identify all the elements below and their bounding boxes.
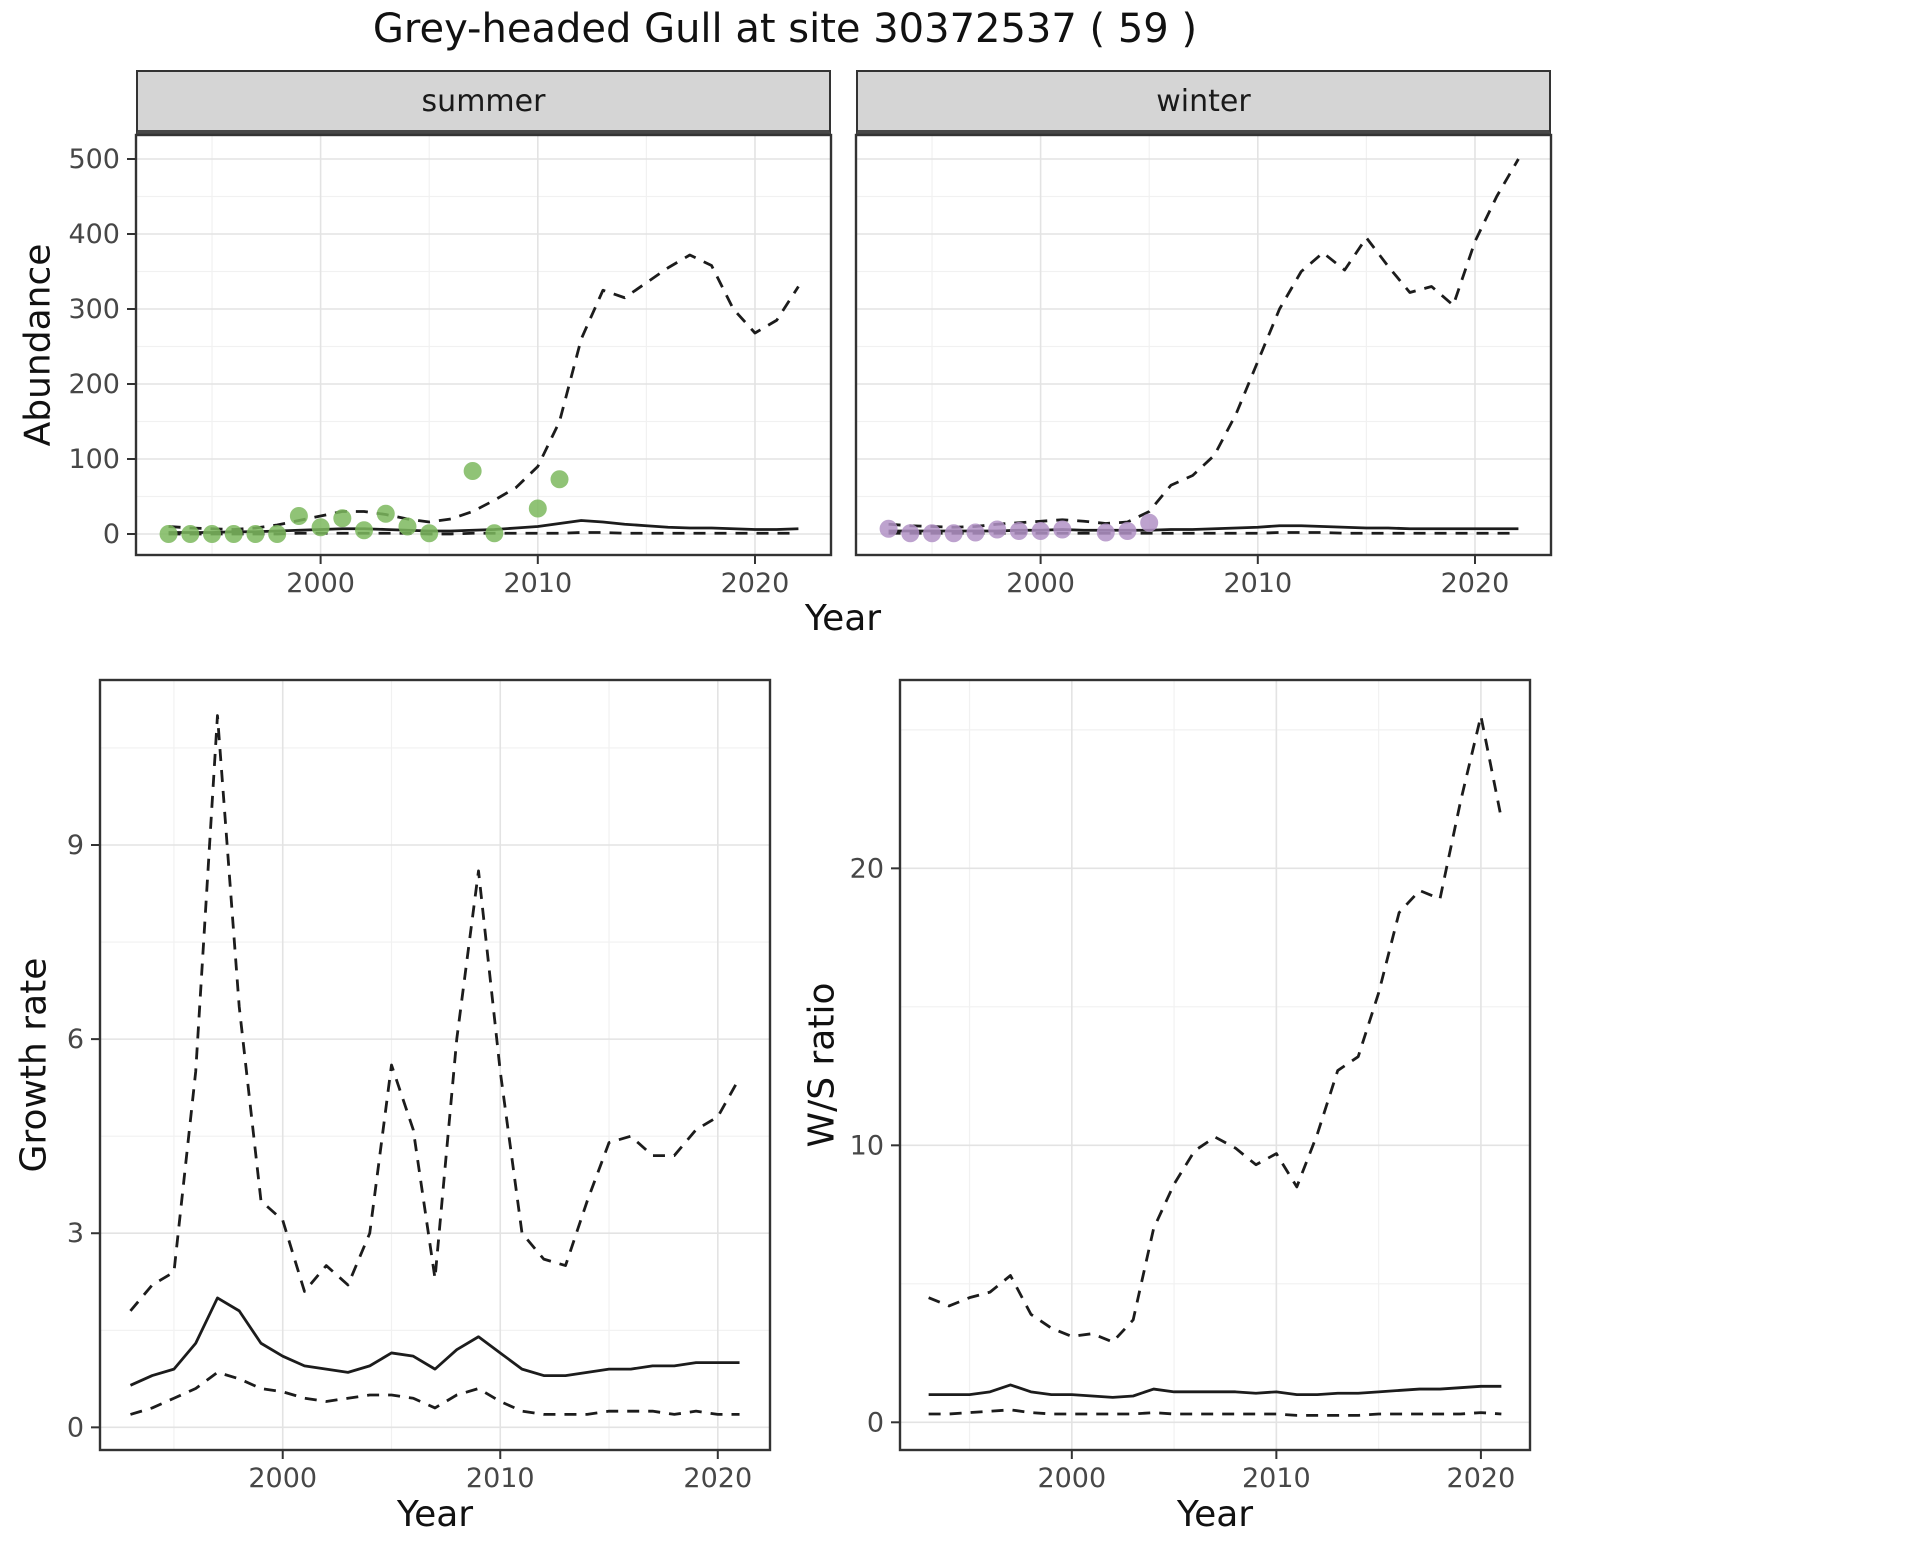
x-tick-label: 2000 xyxy=(248,1463,317,1494)
y-axis-title-abundance: Abundance xyxy=(17,243,59,447)
data-point xyxy=(355,521,374,540)
y-tick-label: 9 xyxy=(67,830,84,861)
series-lower_ci xyxy=(928,1408,1502,1417)
abundance-winter-panel: 2000 2010 2020 xyxy=(854,133,1553,599)
y-tick-label: 6 xyxy=(67,1024,84,1055)
series-upper_ci xyxy=(129,714,741,1312)
x-tick-label: 2020 xyxy=(1447,1463,1516,1494)
y-tick-label: 0 xyxy=(103,519,120,550)
data-point xyxy=(1031,522,1050,540)
growth-rate-panel: 2000 2010 2020 0 3 6 9 xyxy=(67,678,772,1494)
data-point xyxy=(420,524,439,543)
data-point xyxy=(1140,513,1159,532)
data-point xyxy=(333,509,352,528)
data-point xyxy=(398,517,417,536)
data-point xyxy=(1053,520,1072,539)
data-point xyxy=(246,525,265,543)
y-tick-label: 10 xyxy=(850,1130,884,1161)
data-point xyxy=(463,462,482,480)
data-point xyxy=(485,524,504,543)
x-tick-label: 2010 xyxy=(466,1463,535,1494)
x-axis-title-ws-ratio: Year xyxy=(1176,1494,1254,1535)
facet-strip-label-summer: summer xyxy=(421,83,546,119)
series-upper_ci xyxy=(928,714,1503,1344)
x-tick-label: 2000 xyxy=(1037,1463,1106,1494)
y-tick-label: 500 xyxy=(68,144,120,175)
facet-strip-winter: winter xyxy=(856,70,1551,135)
chart-canvas-abundance-summer: 2000 2010 2020 0 100 200 300 400 500 xyxy=(68,133,833,599)
chart-canvas-ws-ratio: 2000 2010 2020 0 10 20 xyxy=(850,678,1532,1494)
data-point xyxy=(879,519,898,538)
data-point xyxy=(376,504,395,523)
series-median xyxy=(129,1296,740,1387)
data-point xyxy=(988,520,1007,539)
data-point xyxy=(923,524,942,543)
x-tick-label: 2020 xyxy=(1441,568,1510,599)
data-point xyxy=(1118,522,1137,540)
data-point xyxy=(224,525,243,543)
x-axis-title-growth-rate: Year xyxy=(396,1494,474,1535)
data-point xyxy=(1009,522,1028,540)
data-point xyxy=(966,523,985,542)
data-point xyxy=(203,525,222,543)
abundance-summer-panel: 2000 2010 2020 0 100 200 300 400 500 xyxy=(68,133,833,599)
x-tick-label: 2010 xyxy=(1242,1463,1311,1494)
data-point xyxy=(268,525,287,543)
data-point xyxy=(901,524,920,543)
y-tick-label: 3 xyxy=(67,1218,84,1249)
figure-title: Grey-headed Gull at site 30372537 ( 59 ) xyxy=(372,6,1198,52)
ws-ratio-panel: 2000 2010 2020 0 10 20 xyxy=(850,678,1532,1494)
y-tick-label: 400 xyxy=(68,219,120,250)
x-tick-label: 2010 xyxy=(503,568,572,599)
series-median xyxy=(928,1383,1502,1399)
y-tick-label: 20 xyxy=(850,853,884,884)
data-point xyxy=(550,470,569,489)
series-upper_ci xyxy=(168,253,800,531)
y-tick-label: 200 xyxy=(68,369,120,400)
y-tick-label: 0 xyxy=(67,1412,84,1443)
y-tick-label: 0 xyxy=(867,1407,884,1438)
data-point xyxy=(528,499,547,518)
data-point xyxy=(289,507,308,525)
facet-strip-summer: summer xyxy=(136,70,831,135)
x-tick-label: 2010 xyxy=(1223,568,1292,599)
y-tick-label: 300 xyxy=(68,294,120,325)
x-tick-label: 2020 xyxy=(721,568,790,599)
x-tick-label: 2000 xyxy=(1006,568,1075,599)
data-point xyxy=(1096,523,1115,542)
data-point xyxy=(181,525,200,543)
y-axis-title-ws-ratio: W/S ratio xyxy=(801,982,843,1148)
chart-canvas-abundance-winter: 2000 2010 2020 xyxy=(854,133,1553,599)
y-axis-title-growth-rate: Growth rate xyxy=(13,957,55,1173)
x-tick-label: 2020 xyxy=(683,1463,752,1494)
x-tick-label: 2000 xyxy=(286,568,355,599)
data-point xyxy=(944,524,963,543)
y-tick-label: 100 xyxy=(68,444,120,475)
x-axis-title-abundance: Year xyxy=(804,598,882,639)
data-point xyxy=(311,518,330,537)
series-lower_ci xyxy=(130,1370,740,1416)
series-upper_ci xyxy=(888,158,1520,529)
chart-canvas-growth-rate: 2000 2010 2020 0 3 6 9 xyxy=(67,678,772,1494)
facet-strip-label-winter: winter xyxy=(1156,83,1251,119)
data-point xyxy=(159,525,178,543)
